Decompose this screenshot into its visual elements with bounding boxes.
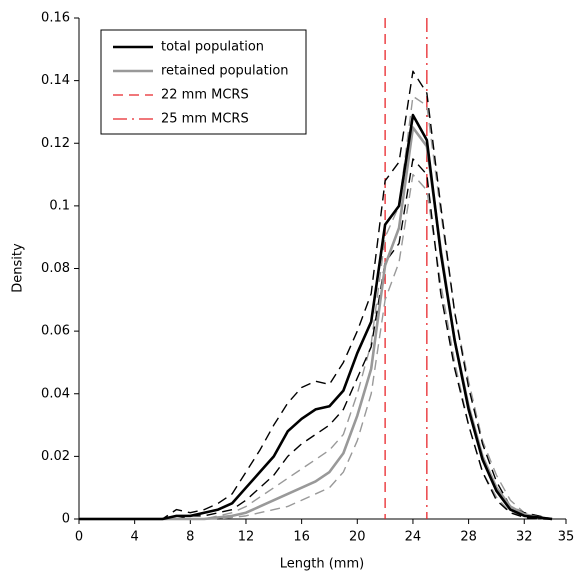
legend-label: total population [161, 40, 264, 55]
series-line [79, 126, 553, 521]
x-tick-label: 20 [349, 530, 366, 545]
y-tick-label: 0.08 [41, 261, 70, 276]
x-tick-label: 8 [186, 530, 194, 545]
x-tick-label: 32 [516, 530, 533, 545]
x-tick-label: 24 [405, 530, 422, 545]
band-line [79, 95, 553, 520]
y-tick-label: 0.12 [41, 136, 70, 151]
series-line [79, 113, 553, 521]
x-tick-label: 12 [238, 530, 255, 545]
y-tick-label: 0 [62, 512, 70, 527]
y-tick-label: 0.16 [41, 11, 70, 26]
x-tick-label: 4 [131, 530, 139, 545]
x-tick-label: 0 [75, 530, 83, 545]
y-axis-title: Density [11, 243, 26, 293]
x-tick-label: 35 [558, 530, 575, 545]
y-tick-label: 0.06 [41, 324, 70, 339]
y-tick-label: 0.1 [49, 198, 70, 213]
x-axis-title: Length (mm) [280, 557, 364, 572]
band-line [79, 173, 553, 520]
x-tick-label: 28 [460, 530, 477, 545]
y-tick-label: 0.02 [41, 449, 70, 464]
legend-label: 25 mm MCRS [161, 112, 249, 127]
legend-label: 22 mm MCRS [161, 88, 249, 103]
band-line [79, 158, 553, 520]
y-tick-label: 0.14 [41, 73, 70, 88]
x-tick-label: 16 [293, 530, 310, 545]
y-tick-label: 0.04 [41, 386, 70, 401]
legend: total population retained population 22 mm… [100, 29, 307, 135]
legend-label: retained population [161, 64, 289, 79]
